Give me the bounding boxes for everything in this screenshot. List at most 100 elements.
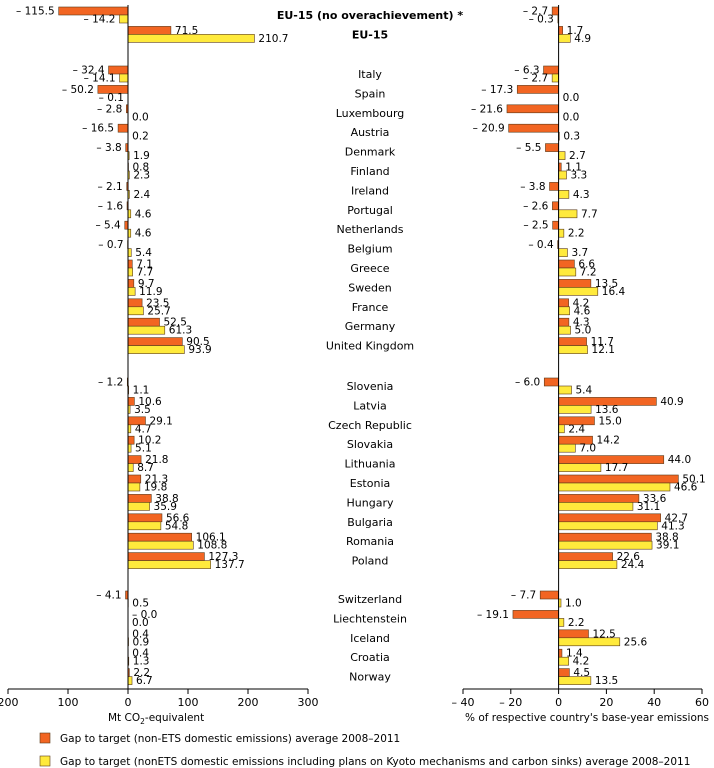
pct-bar-s2-15 [559, 326, 571, 334]
abs-value-label-s1-8: – 2.1 [97, 181, 122, 193]
pct-tick-label-2: 0 [555, 696, 562, 709]
category-label-13: Sweden [348, 281, 391, 294]
pct-tick-label-5: 60 [695, 696, 709, 709]
pct-value-label-s1-17: – 6.0 [515, 377, 540, 389]
abs-value-label-s2-2: – 14.1 [84, 73, 116, 85]
abs-value-label-s2-4: 0.0 [132, 111, 149, 123]
pct-value-label-s2-8: 4.3 [573, 189, 590, 201]
abs-bar-s2-0 [119, 15, 128, 23]
pct-value-label-s2-2: – 2.7 [523, 73, 548, 85]
abs-bar-s1-22 [128, 475, 141, 483]
pct-bar-s2-7 [559, 171, 567, 179]
pct-bar-s2-20 [559, 444, 576, 452]
abs-tick-label-0: 200 [0, 696, 19, 709]
percent-gap-panel: – 2.71.7– 6.3– 17.3– 21.6– 20.9– 5.51.1–… [452, 5, 710, 724]
pct-value-label-s1-28: – 19.1 [477, 609, 509, 621]
pct-value-label-s2-24: 41.3 [661, 520, 684, 532]
pct-value-label-s2-16: 12.1 [592, 344, 615, 356]
abs-value-label-s2-28: 0.0 [132, 617, 149, 629]
category-label-29: Iceland [350, 632, 390, 645]
category-label-23: Hungary [347, 496, 394, 509]
pct-value-label-s2-17: 5.4 [576, 385, 593, 397]
pct-value-label-s1-27: – 7.7 [511, 590, 536, 602]
pct-value-label-s1-19: 15.0 [598, 415, 621, 427]
pct-bar-s2-19 [559, 425, 565, 433]
abs-bar-s2-25 [128, 541, 193, 549]
abs-value-label-s2-19: 4.7 [135, 423, 152, 435]
abs-value-label-s2-25: 108.8 [197, 540, 227, 552]
pct-bar-s2-12 [559, 268, 576, 276]
pct-bar-s2-14 [559, 307, 570, 315]
pct-value-label-s2-22: 46.6 [674, 482, 698, 494]
pct-value-label-s1-21: 44.0 [668, 454, 691, 466]
abs-bar-s1-1 [128, 26, 171, 34]
category-label-19: Czech Republic [328, 419, 412, 432]
pct-value-label-s2-9: 7.7 [581, 208, 598, 220]
pct-value-label-s2-26: 24.4 [621, 559, 645, 571]
pct-value-label-s2-15: 5.0 [575, 325, 592, 337]
abs-value-label-s2-1: 210.7 [258, 33, 288, 45]
abs-x-axis-title: Mt CO2-equivalent [108, 712, 204, 726]
abs-value-label-s2-11: 5.4 [135, 247, 152, 259]
abs-value-label-s1-4: – 2.8 [97, 103, 122, 115]
pct-value-label-s2-12: 7.2 [580, 267, 597, 279]
category-label-15: Germany [345, 320, 396, 333]
category-label-6: Denmark [345, 146, 396, 159]
abs-value-label-s2-31: 6.7 [136, 675, 153, 687]
abs-value-label-s1-17: – 1.2 [98, 377, 123, 389]
abs-bar-s2-15 [128, 326, 165, 334]
pct-bar-s1-8 [550, 182, 559, 190]
pct-value-label-s2-29: 25.6 [624, 636, 648, 648]
abs-value-label-s2-10: 4.6 [135, 228, 152, 240]
category-label-0: EU-15 (no overachievement) * [277, 9, 464, 22]
abs-bar-s1-16 [128, 338, 182, 346]
category-label-9: Portugal [347, 204, 393, 217]
pct-value-label-s2-18: 13.6 [595, 404, 619, 416]
category-label-25: Romania [346, 535, 394, 548]
abs-bar-s2-24 [128, 522, 161, 530]
category-label-14: France [352, 301, 389, 314]
category-label-30: Croatia [350, 651, 390, 664]
category-label-5: Austria [351, 126, 390, 139]
abs-value-label-s2-12: 7.7 [137, 267, 154, 279]
pct-bar-s2-30 [559, 657, 569, 665]
pct-bar-s2-29 [559, 638, 620, 646]
abs-bar-s2-1 [128, 34, 254, 42]
pct-bar-s2-18 [559, 405, 592, 413]
abs-value-label-s2-30: 1.3 [133, 656, 150, 668]
pct-bar-s2-13 [559, 287, 598, 295]
pct-bar-s2-17 [559, 386, 572, 394]
abs-bar-s2-23 [128, 502, 150, 510]
pct-bar-s2-22 [559, 483, 670, 491]
category-label-7: Finland [350, 165, 389, 178]
abs-value-label-s2-23: 35.9 [154, 501, 177, 513]
pct-bar-s2-28 [559, 618, 564, 626]
abs-value-label-s2-6: 1.9 [133, 150, 150, 162]
pct-bar-s1-14 [559, 299, 569, 307]
pct-value-label-s2-25: 39.1 [656, 540, 679, 552]
abs-value-label-s1-6: – 3.8 [96, 142, 121, 154]
pct-value-label-s1-20: 14.2 [597, 435, 620, 447]
pct-bar-s1-17 [544, 378, 558, 386]
pct-bar-s2-25 [559, 541, 652, 549]
pct-bar-s1-25 [559, 533, 652, 541]
pct-x-axis-title: % of respective country's base-year emis… [465, 712, 709, 724]
abs-bar-s2-21 [128, 464, 133, 472]
legend: Gap to target (non-ETS domestic emission… [40, 733, 690, 768]
category-label-10: Netherlands [336, 223, 403, 236]
category-label-12: Greece [350, 262, 389, 275]
abs-value-label-s2-22: 19.8 [144, 482, 167, 494]
pct-bar-s1-10 [553, 221, 559, 229]
category-label-20: Slovakia [347, 438, 393, 451]
pct-value-label-s2-28: 2.2 [568, 617, 585, 629]
abs-value-label-s2-14: 25.7 [147, 305, 170, 317]
pct-value-label-s2-19: 2.4 [568, 423, 585, 435]
pct-bar-s2-24 [559, 522, 658, 530]
pct-bar-s1-22 [559, 475, 679, 483]
pct-bar-s2-1 [559, 34, 571, 42]
category-label-17: Slovenia [347, 380, 394, 393]
pct-bar-s1-28 [513, 610, 559, 618]
abs-bar-s2-26 [128, 561, 211, 569]
abs-bar-s2-13 [128, 287, 135, 295]
category-label-26: Poland [352, 555, 389, 568]
